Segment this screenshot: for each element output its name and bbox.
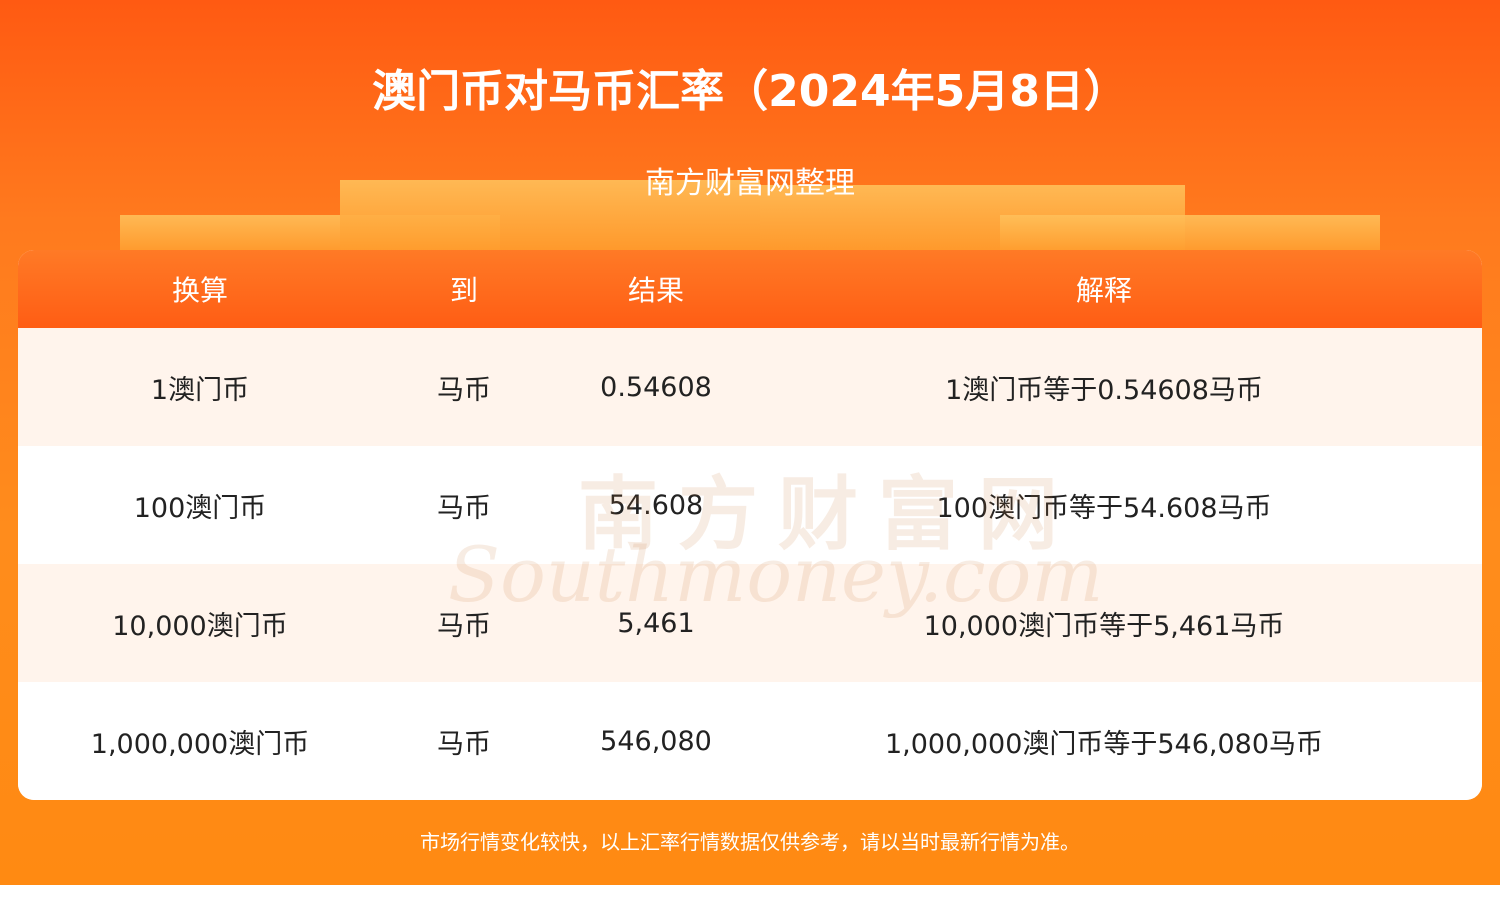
table-cell: 54.608	[608, 489, 704, 521]
table-cell: 0.54608	[600, 371, 712, 403]
watermark-en: Southmoney.com	[448, 530, 1104, 619]
header-cell: 换算	[171, 274, 228, 307]
table-cell: 100澳门币	[133, 492, 267, 524]
table-row: 1澳门币 马币 0.54608 1澳门币等于0.54608马币	[18, 328, 1482, 446]
table-row: 100澳门币 马币 54.608 100澳门币等于54.608马币	[18, 446, 1482, 564]
table-cell: 马币	[437, 610, 491, 642]
table-cell: 1澳门币等于0.54608马币	[945, 374, 1263, 406]
table-cell: 546,080	[600, 725, 712, 757]
table-cell: 1澳门币	[150, 374, 250, 406]
header-cell: 解释	[1075, 274, 1132, 307]
header-cell: 结果	[627, 274, 684, 307]
table-cell: 10,000澳门币等于5,461马币	[923, 610, 1285, 642]
footer-note: 市场行情变化较快，以上汇率行情数据仅供参考，请以当时最新行情为准。	[420, 830, 1080, 854]
table-cell: 马币	[437, 374, 491, 406]
table: 换算到结果 解释 1澳门币 马币 0.54608 1澳门币等于0.54608马币 100澳门…	[18, 250, 1482, 800]
table-row: 10,000澳门币 马币 5,461 10,000澳门币等于5,461马币	[18, 564, 1482, 682]
decor-block	[340, 180, 760, 255]
header-cell: 到	[449, 274, 478, 307]
table-cell: 1,000,000澳门币	[90, 728, 310, 760]
table-row: 1,000,000澳门币 马币 546,080 1,000,000澳门币等于546,0…	[18, 682, 1482, 800]
decor-block	[1000, 215, 1380, 255]
table-cell: 马币	[437, 492, 491, 524]
table-cell: 5,461	[617, 607, 695, 639]
table-cell: 马币	[437, 728, 491, 760]
title: 澳门币对马币汇率（2024年5月8日）	[372, 66, 1128, 117]
table-header: 换算 到 结果 解释	[18, 250, 1482, 328]
table-cell: 10,000澳门币	[112, 610, 288, 642]
watermark-cn: 南方财富网	[578, 468, 1078, 561]
table-cell: 100澳门币等于54.608马币	[936, 492, 1272, 524]
subtitle: 南方财富网整理	[645, 166, 855, 201]
table-cell: 1,000,000澳门币等于546,080马币	[884, 728, 1324, 760]
